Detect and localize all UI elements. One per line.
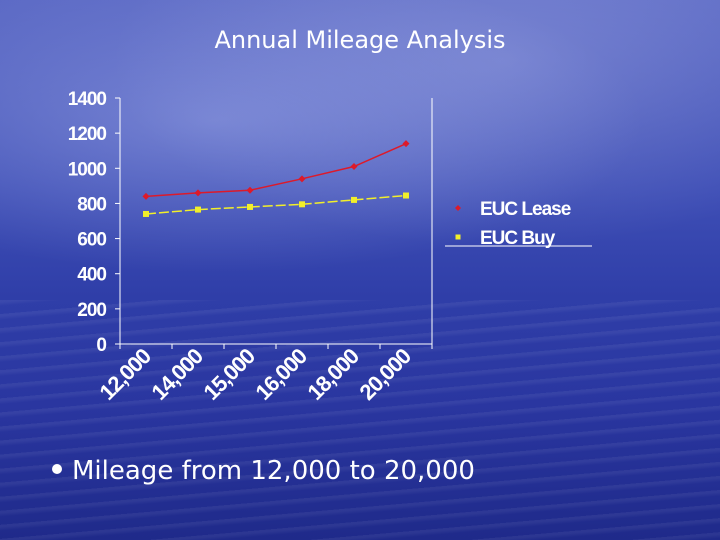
y-tick-label: 1200 bbox=[68, 124, 107, 145]
legend-marker-diamond-icon bbox=[455, 205, 461, 211]
series-euc-buy bbox=[143, 192, 409, 217]
y-tick-label: 1400 bbox=[68, 89, 107, 110]
chart-series bbox=[142, 140, 410, 217]
bullet-dot-icon bbox=[52, 463, 62, 474]
series-line bbox=[145, 194, 407, 215]
series-line bbox=[145, 142, 407, 198]
y-tick-label: 600 bbox=[77, 230, 106, 251]
data-point bbox=[350, 163, 358, 171]
y-tick-label: 1000 bbox=[68, 159, 107, 180]
data-point bbox=[194, 189, 202, 197]
legend-label: EUC Lease bbox=[480, 199, 571, 220]
series-euc-lease bbox=[142, 140, 410, 200]
legend-label: EUC Buy bbox=[480, 228, 556, 249]
y-tick-label: 800 bbox=[77, 194, 106, 215]
chart-legend: EUC Lease EUC Buy bbox=[445, 199, 592, 249]
y-tick-label: 400 bbox=[77, 265, 106, 286]
chart-axes bbox=[115, 97, 433, 349]
y-tick-label: 200 bbox=[77, 300, 106, 321]
x-tick-label: 20,000 bbox=[355, 343, 417, 405]
data-point bbox=[143, 210, 149, 217]
slide-title: Annual Mileage Analysis bbox=[214, 26, 506, 54]
data-point bbox=[142, 192, 150, 200]
data-point bbox=[403, 192, 409, 199]
data-point bbox=[195, 206, 201, 213]
data-point bbox=[351, 196, 357, 203]
data-point bbox=[247, 203, 253, 210]
x-tick-label: 16,000 bbox=[251, 343, 313, 405]
x-tick-label: 15,000 bbox=[199, 343, 261, 405]
y-tick-label: 0 bbox=[96, 335, 106, 356]
y-tick-labels: 0 200 400 600 800 1000 1200 1400 bbox=[68, 89, 108, 356]
data-point bbox=[298, 175, 306, 183]
legend-marker-square-icon bbox=[455, 234, 461, 240]
bullet-text: Mileage from 12,000 to 20,000 bbox=[72, 456, 475, 486]
x-tick-label: 18,000 bbox=[303, 343, 365, 405]
x-tick-label: 14,000 bbox=[147, 343, 209, 405]
bullet-point: Mileage from 12,000 to 20,000 bbox=[52, 456, 475, 486]
data-point bbox=[246, 186, 254, 194]
data-point bbox=[402, 140, 410, 148]
data-point bbox=[299, 201, 305, 208]
